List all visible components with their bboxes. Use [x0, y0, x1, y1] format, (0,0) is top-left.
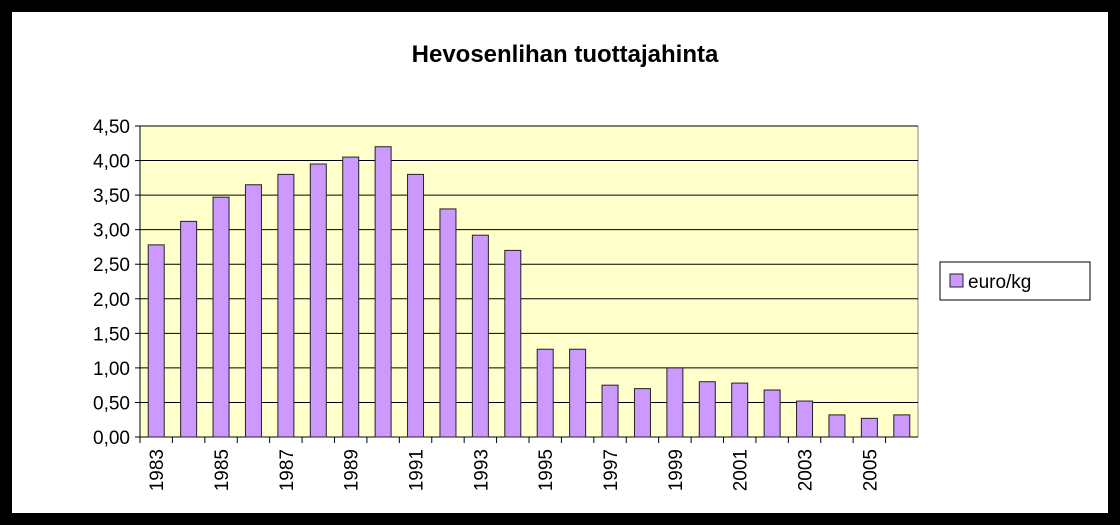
- bar: [504, 249, 522, 438]
- y-tick-label: 1,00: [93, 359, 130, 380]
- bar: [860, 417, 878, 438]
- x-tick-label: 1999: [666, 449, 687, 491]
- bar: [601, 384, 619, 438]
- bar: [763, 389, 781, 438]
- bar: [212, 196, 230, 438]
- bar: [407, 173, 425, 438]
- x-tick-label: 1993: [471, 449, 492, 491]
- legend: euro/kg: [939, 261, 1091, 301]
- plot-area: [139, 125, 919, 438]
- legend-swatch: [949, 273, 964, 288]
- x-tick-label: 2005: [860, 449, 881, 491]
- y-tick-label: 2,00: [93, 290, 130, 311]
- bar: [309, 163, 327, 438]
- bar: [893, 414, 911, 438]
- bar: [828, 414, 846, 438]
- y-tick-label: 3,50: [93, 186, 130, 207]
- y-tick-label: 0,50: [93, 393, 130, 414]
- x-tick-label: 1983: [147, 449, 168, 491]
- bar: [796, 400, 814, 438]
- x-tick-label: 1991: [407, 449, 428, 491]
- y-tick-label: 0,00: [93, 428, 130, 449]
- x-tick-label: 1985: [212, 449, 233, 491]
- x-tick-label: 2003: [796, 449, 817, 491]
- bar: [147, 244, 165, 438]
- x-tick-label: 1997: [601, 449, 622, 491]
- bar: [439, 208, 457, 438]
- legend-box: [939, 261, 1091, 301]
- bar: [277, 173, 295, 438]
- legend-label: euro/kg: [968, 272, 1031, 293]
- chart-title: Hevosenlihan tuottajahinta: [412, 41, 719, 68]
- y-tick-label: 4,50: [93, 117, 130, 138]
- bar: [666, 367, 684, 438]
- x-tick-label: 1995: [536, 449, 557, 491]
- y-tick-label: 1,50: [93, 324, 130, 345]
- bar: [471, 234, 489, 438]
- bar: [731, 382, 749, 438]
- bar: [536, 348, 554, 438]
- x-tick-label: 2001: [731, 449, 752, 491]
- bar: [180, 220, 198, 438]
- bar: [342, 156, 360, 438]
- x-tick-label: 1989: [342, 449, 363, 491]
- y-tick-label: 3,00: [93, 221, 130, 242]
- bar: [569, 348, 587, 438]
- y-tick-label: 2,50: [93, 255, 130, 276]
- bar: [374, 146, 392, 438]
- bar: [244, 184, 262, 438]
- bar: [633, 388, 651, 438]
- x-tick-label: 1987: [277, 449, 298, 491]
- y-tick-label: 4,00: [93, 152, 130, 173]
- bar: [698, 381, 716, 438]
